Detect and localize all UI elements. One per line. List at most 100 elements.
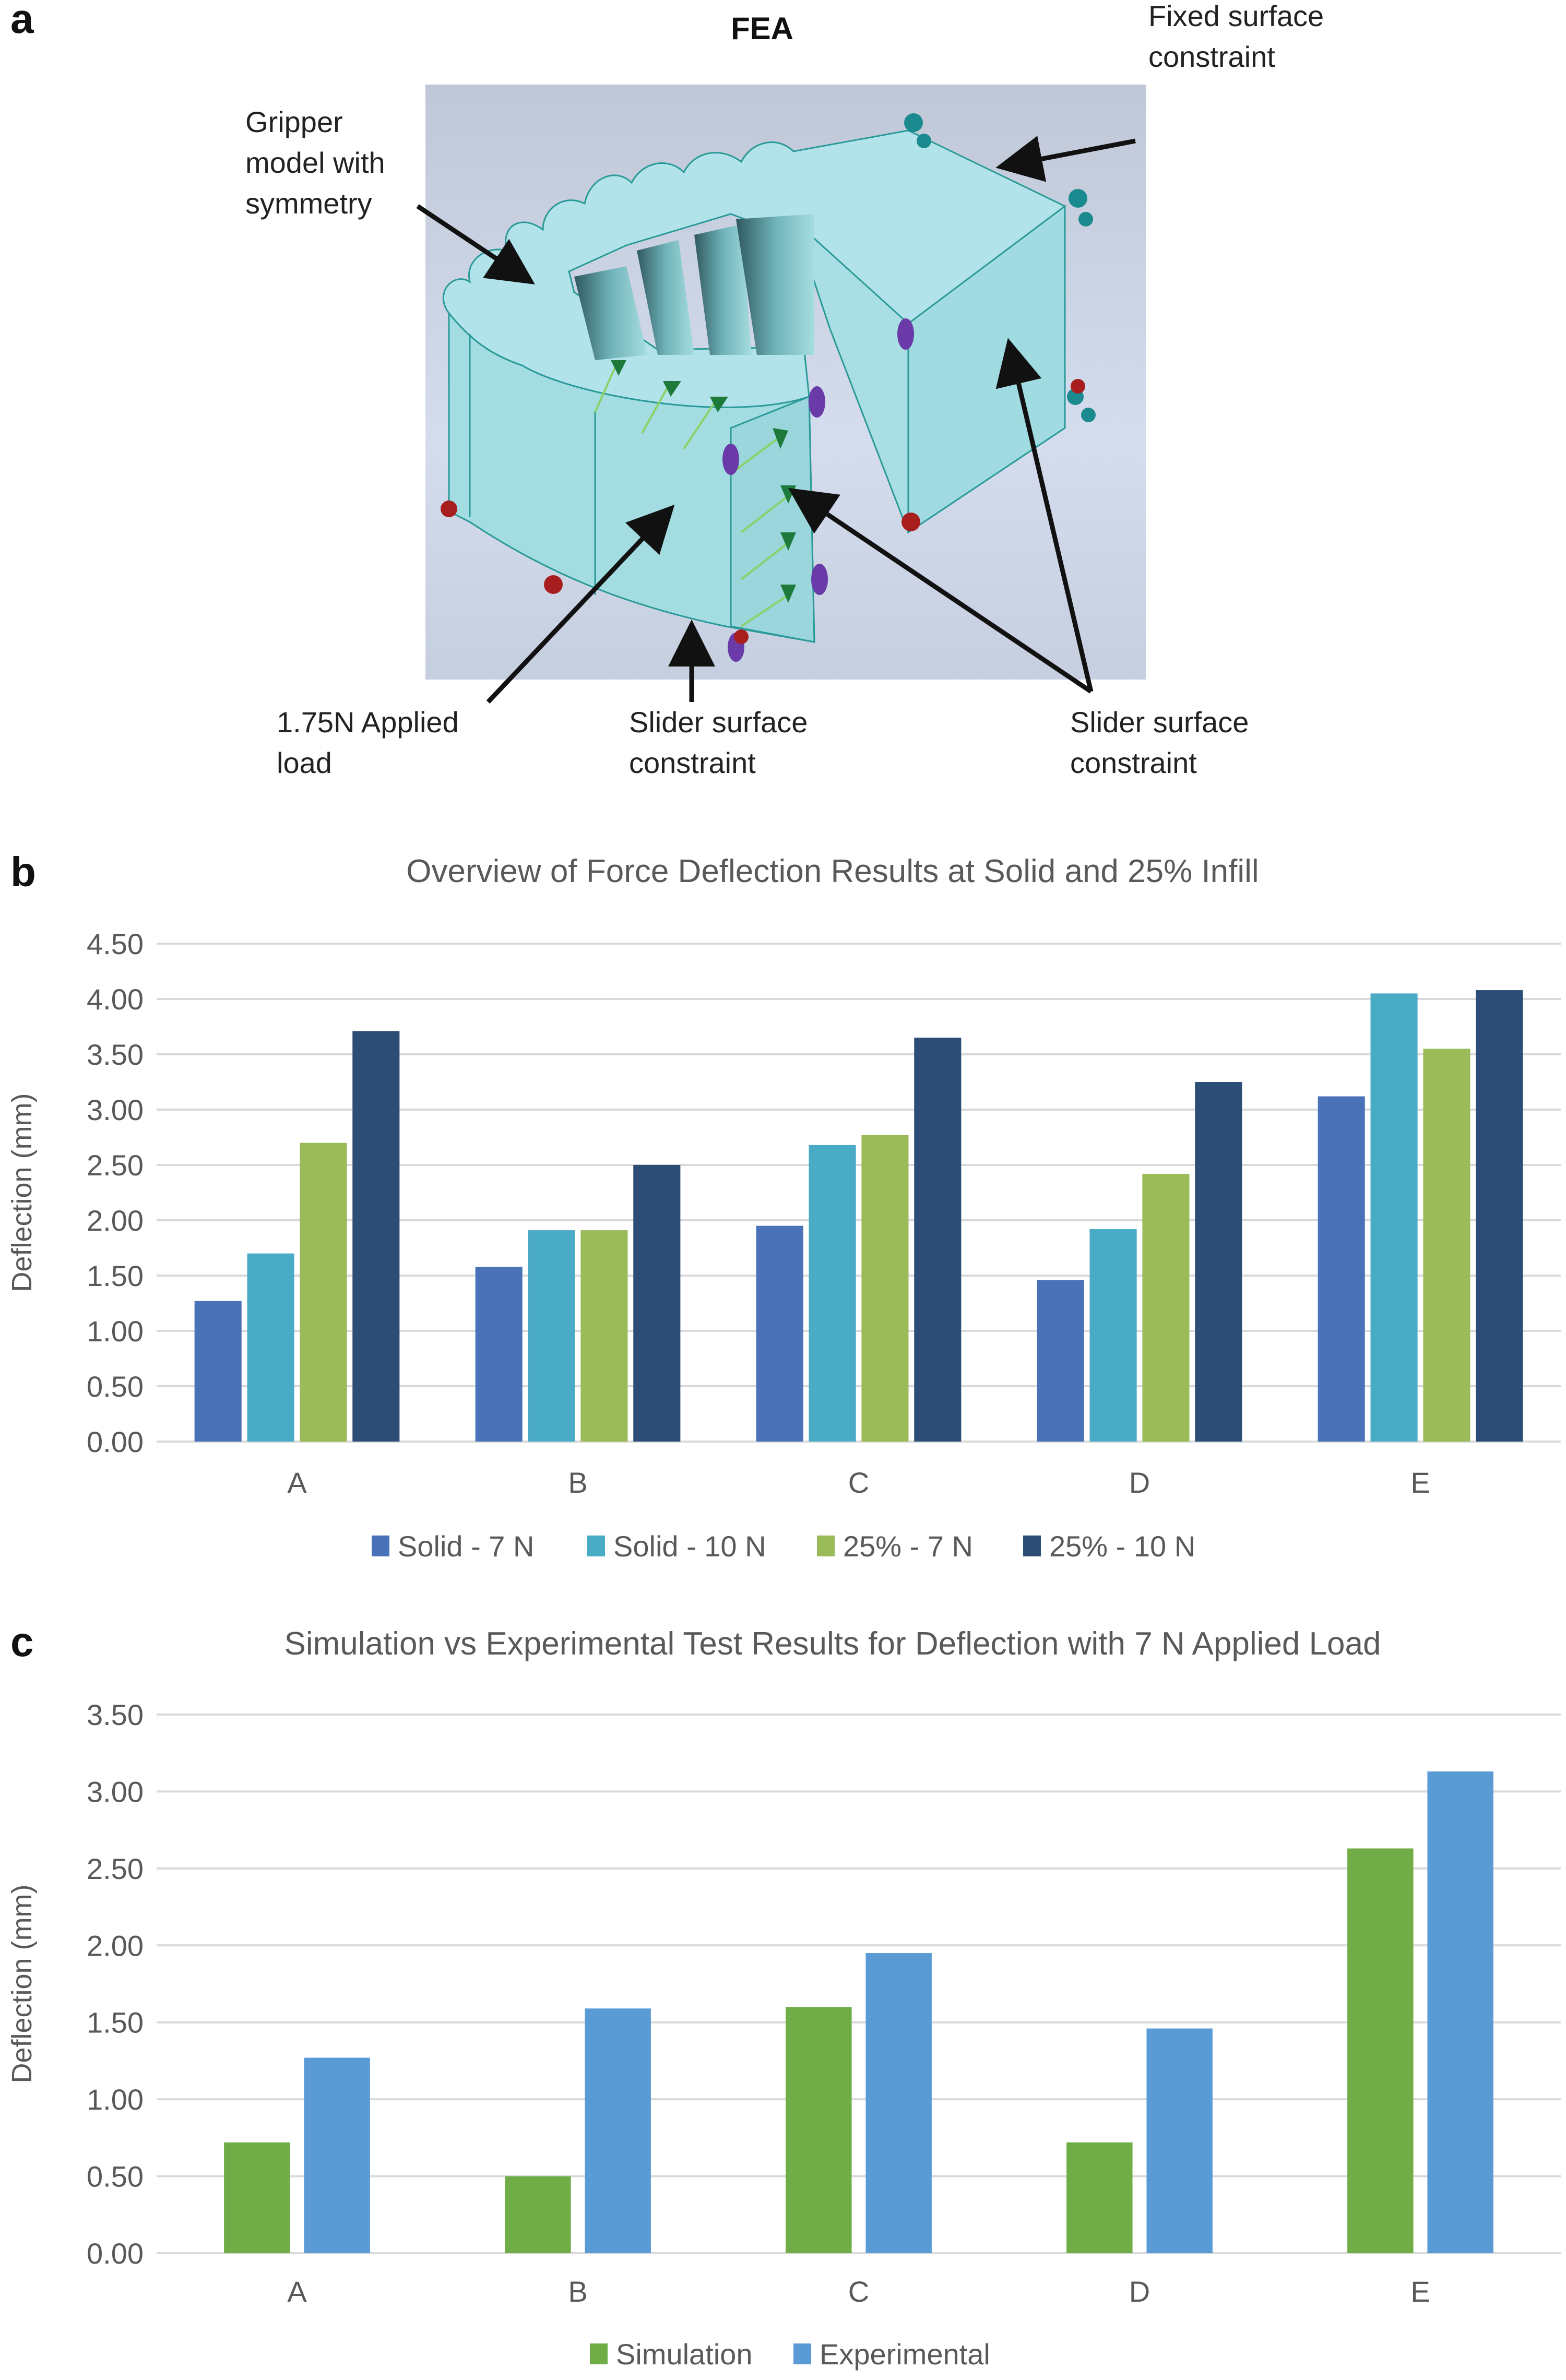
bar-D-simulation xyxy=(1066,2142,1133,2253)
legend-label: 25% - 7 N xyxy=(843,1530,973,1563)
y-tick-label: 1.50 xyxy=(87,1259,144,1292)
callout-slider-constraint-bottom: Slider surface constraint xyxy=(629,706,808,779)
y-tick-label: 2.50 xyxy=(87,1852,144,1885)
y-tick-label: 1.00 xyxy=(87,2083,144,2116)
bar-B-solid-7-n xyxy=(475,1267,523,1442)
legend-swatch xyxy=(793,2343,811,2364)
legend-item: Solid - 10 N xyxy=(587,1530,766,1563)
legend-label: Experimental xyxy=(820,2338,990,2371)
legend-item: Solid - 7 N xyxy=(372,1530,534,1563)
y-tick-label: 0.50 xyxy=(87,1370,144,1403)
y-tick-label: 3.00 xyxy=(87,1775,144,1808)
y-tick-label: 2.00 xyxy=(87,1929,144,1962)
x-tick-label: B xyxy=(568,2275,587,2308)
y-tick-label: 3.00 xyxy=(87,1093,144,1126)
x-tick-label: D xyxy=(1129,1466,1150,1499)
legend-label: 25% - 10 N xyxy=(1049,1530,1195,1563)
callout-arrows xyxy=(416,136,1136,704)
y-tick-label: 1.00 xyxy=(87,1315,144,1348)
applied-load-arrows xyxy=(594,360,796,627)
y-tick-label: 4.50 xyxy=(87,927,144,960)
legend-label: Solid - 10 N xyxy=(613,1530,766,1563)
y-tick-label: 3.50 xyxy=(87,1698,144,1731)
y-tick-label: 2.50 xyxy=(87,1149,144,1182)
x-tick-label: D xyxy=(1129,2275,1150,2308)
bar-C-experimental xyxy=(865,1953,932,2253)
fixed-constraint-markers xyxy=(904,113,1096,422)
legend-item: 25% - 7 N xyxy=(817,1530,973,1563)
panel-letter-a: a xyxy=(10,0,34,42)
bar-B-simulation xyxy=(505,2176,571,2253)
bar-D-solid-10-n xyxy=(1089,1229,1137,1442)
bar-E-solid-10-n xyxy=(1370,993,1418,1442)
y-tick-label: 0.50 xyxy=(87,2160,144,2193)
model-front-wall xyxy=(448,311,815,643)
chart-title: Overview of Force Deflection Results at … xyxy=(406,853,1259,889)
bar-A-25-10-n xyxy=(352,1031,400,1442)
callout-applied-load: 1.75N Applied load xyxy=(277,706,459,779)
bar-B-25-7-n xyxy=(580,1230,628,1442)
bar-A-simulation xyxy=(224,2142,290,2253)
bar-A-solid-7-n xyxy=(194,1301,242,1442)
legend-swatch xyxy=(590,2343,608,2364)
bar-A-25-7-n xyxy=(300,1143,347,1442)
legend-label: Simulation xyxy=(616,2338,752,2371)
y-tick-label: 3.50 xyxy=(87,1038,144,1071)
y-axis-label: Deflection (mm) xyxy=(6,1884,38,2083)
x-tick-label: E xyxy=(1410,2275,1430,2308)
bar-D-25-10-n xyxy=(1195,1082,1242,1442)
bar-C-25-7-n xyxy=(861,1135,909,1442)
bar-A-solid-10-n xyxy=(247,1253,294,1442)
bar-B-experimental xyxy=(585,2008,651,2253)
y-tick-label: 4.00 xyxy=(87,983,144,1016)
y-tick-label: 1.50 xyxy=(87,2006,144,2039)
panel-letter-b: b xyxy=(10,849,36,895)
bar-E-experimental xyxy=(1427,1771,1493,2253)
legend-item: Experimental xyxy=(793,2338,990,2371)
y-tick-label: 2.00 xyxy=(87,1204,144,1237)
bar-E-solid-7-n xyxy=(1318,1096,1365,1442)
bar-A-experimental xyxy=(304,2057,370,2253)
y-tick-label: 0.00 xyxy=(87,2237,144,2270)
bar-B-25-10-n xyxy=(633,1165,681,1442)
chart-title: Simulation vs Experimental Test Results … xyxy=(284,1626,1381,1662)
bar-E-25-10-n xyxy=(1476,990,1523,1442)
legend-item: Simulation xyxy=(590,2338,752,2371)
x-tick-label: A xyxy=(287,1466,307,1499)
y-tick-label: 0.00 xyxy=(87,1425,144,1458)
x-tick-label: B xyxy=(568,1466,587,1499)
slider-constraint-markers xyxy=(722,318,914,662)
red-constraint-markers xyxy=(441,379,1085,644)
x-tick-label: C xyxy=(848,2275,869,2308)
legend-swatch xyxy=(587,1536,605,1556)
callout-gripper-model: Gripper model with symmetry xyxy=(245,105,385,220)
y-axis-label: Deflection (mm) xyxy=(6,1093,38,1292)
bar-D-25-7-n xyxy=(1142,1173,1190,1442)
slot-wall-1 xyxy=(574,266,647,360)
bar-C-25-10-n xyxy=(914,1038,962,1442)
chart-b-force-deflection: Overview of Force Deflection Results at … xyxy=(6,853,1561,1563)
slot-wall-3 xyxy=(694,224,752,355)
bar-E-25-7-n xyxy=(1423,1049,1470,1442)
panel-a-fea-diagram: a FEA xyxy=(0,0,1566,783)
fea-title: FEA xyxy=(731,11,793,46)
bar-B-solid-10-n xyxy=(528,1230,575,1442)
callout-fixed-surface-constraint: Fixed surface constraint xyxy=(1148,0,1324,73)
panel-letter-c: c xyxy=(10,1619,34,1665)
x-tick-label: A xyxy=(287,2275,307,2308)
legend-item: 25% - 10 N xyxy=(1023,1530,1195,1563)
bar-D-experimental xyxy=(1146,2028,1213,2253)
callout-slider-constraint-right: Slider surface constraint xyxy=(1070,706,1249,779)
legend-swatch xyxy=(1023,1536,1041,1556)
bar-E-simulation xyxy=(1347,1848,1414,2253)
slot-wall-2 xyxy=(637,240,694,355)
legend-swatch xyxy=(372,1536,389,1556)
bar-C-simulation xyxy=(786,2007,852,2253)
legend-label: Solid - 7 N xyxy=(398,1530,534,1563)
slot-wall-4 xyxy=(736,214,814,355)
x-tick-label: C xyxy=(848,1466,869,1499)
x-tick-label: E xyxy=(1410,1466,1430,1499)
fea-model-illustration xyxy=(416,85,1146,704)
legend-swatch xyxy=(817,1536,835,1556)
bar-C-solid-7-n xyxy=(756,1225,803,1442)
